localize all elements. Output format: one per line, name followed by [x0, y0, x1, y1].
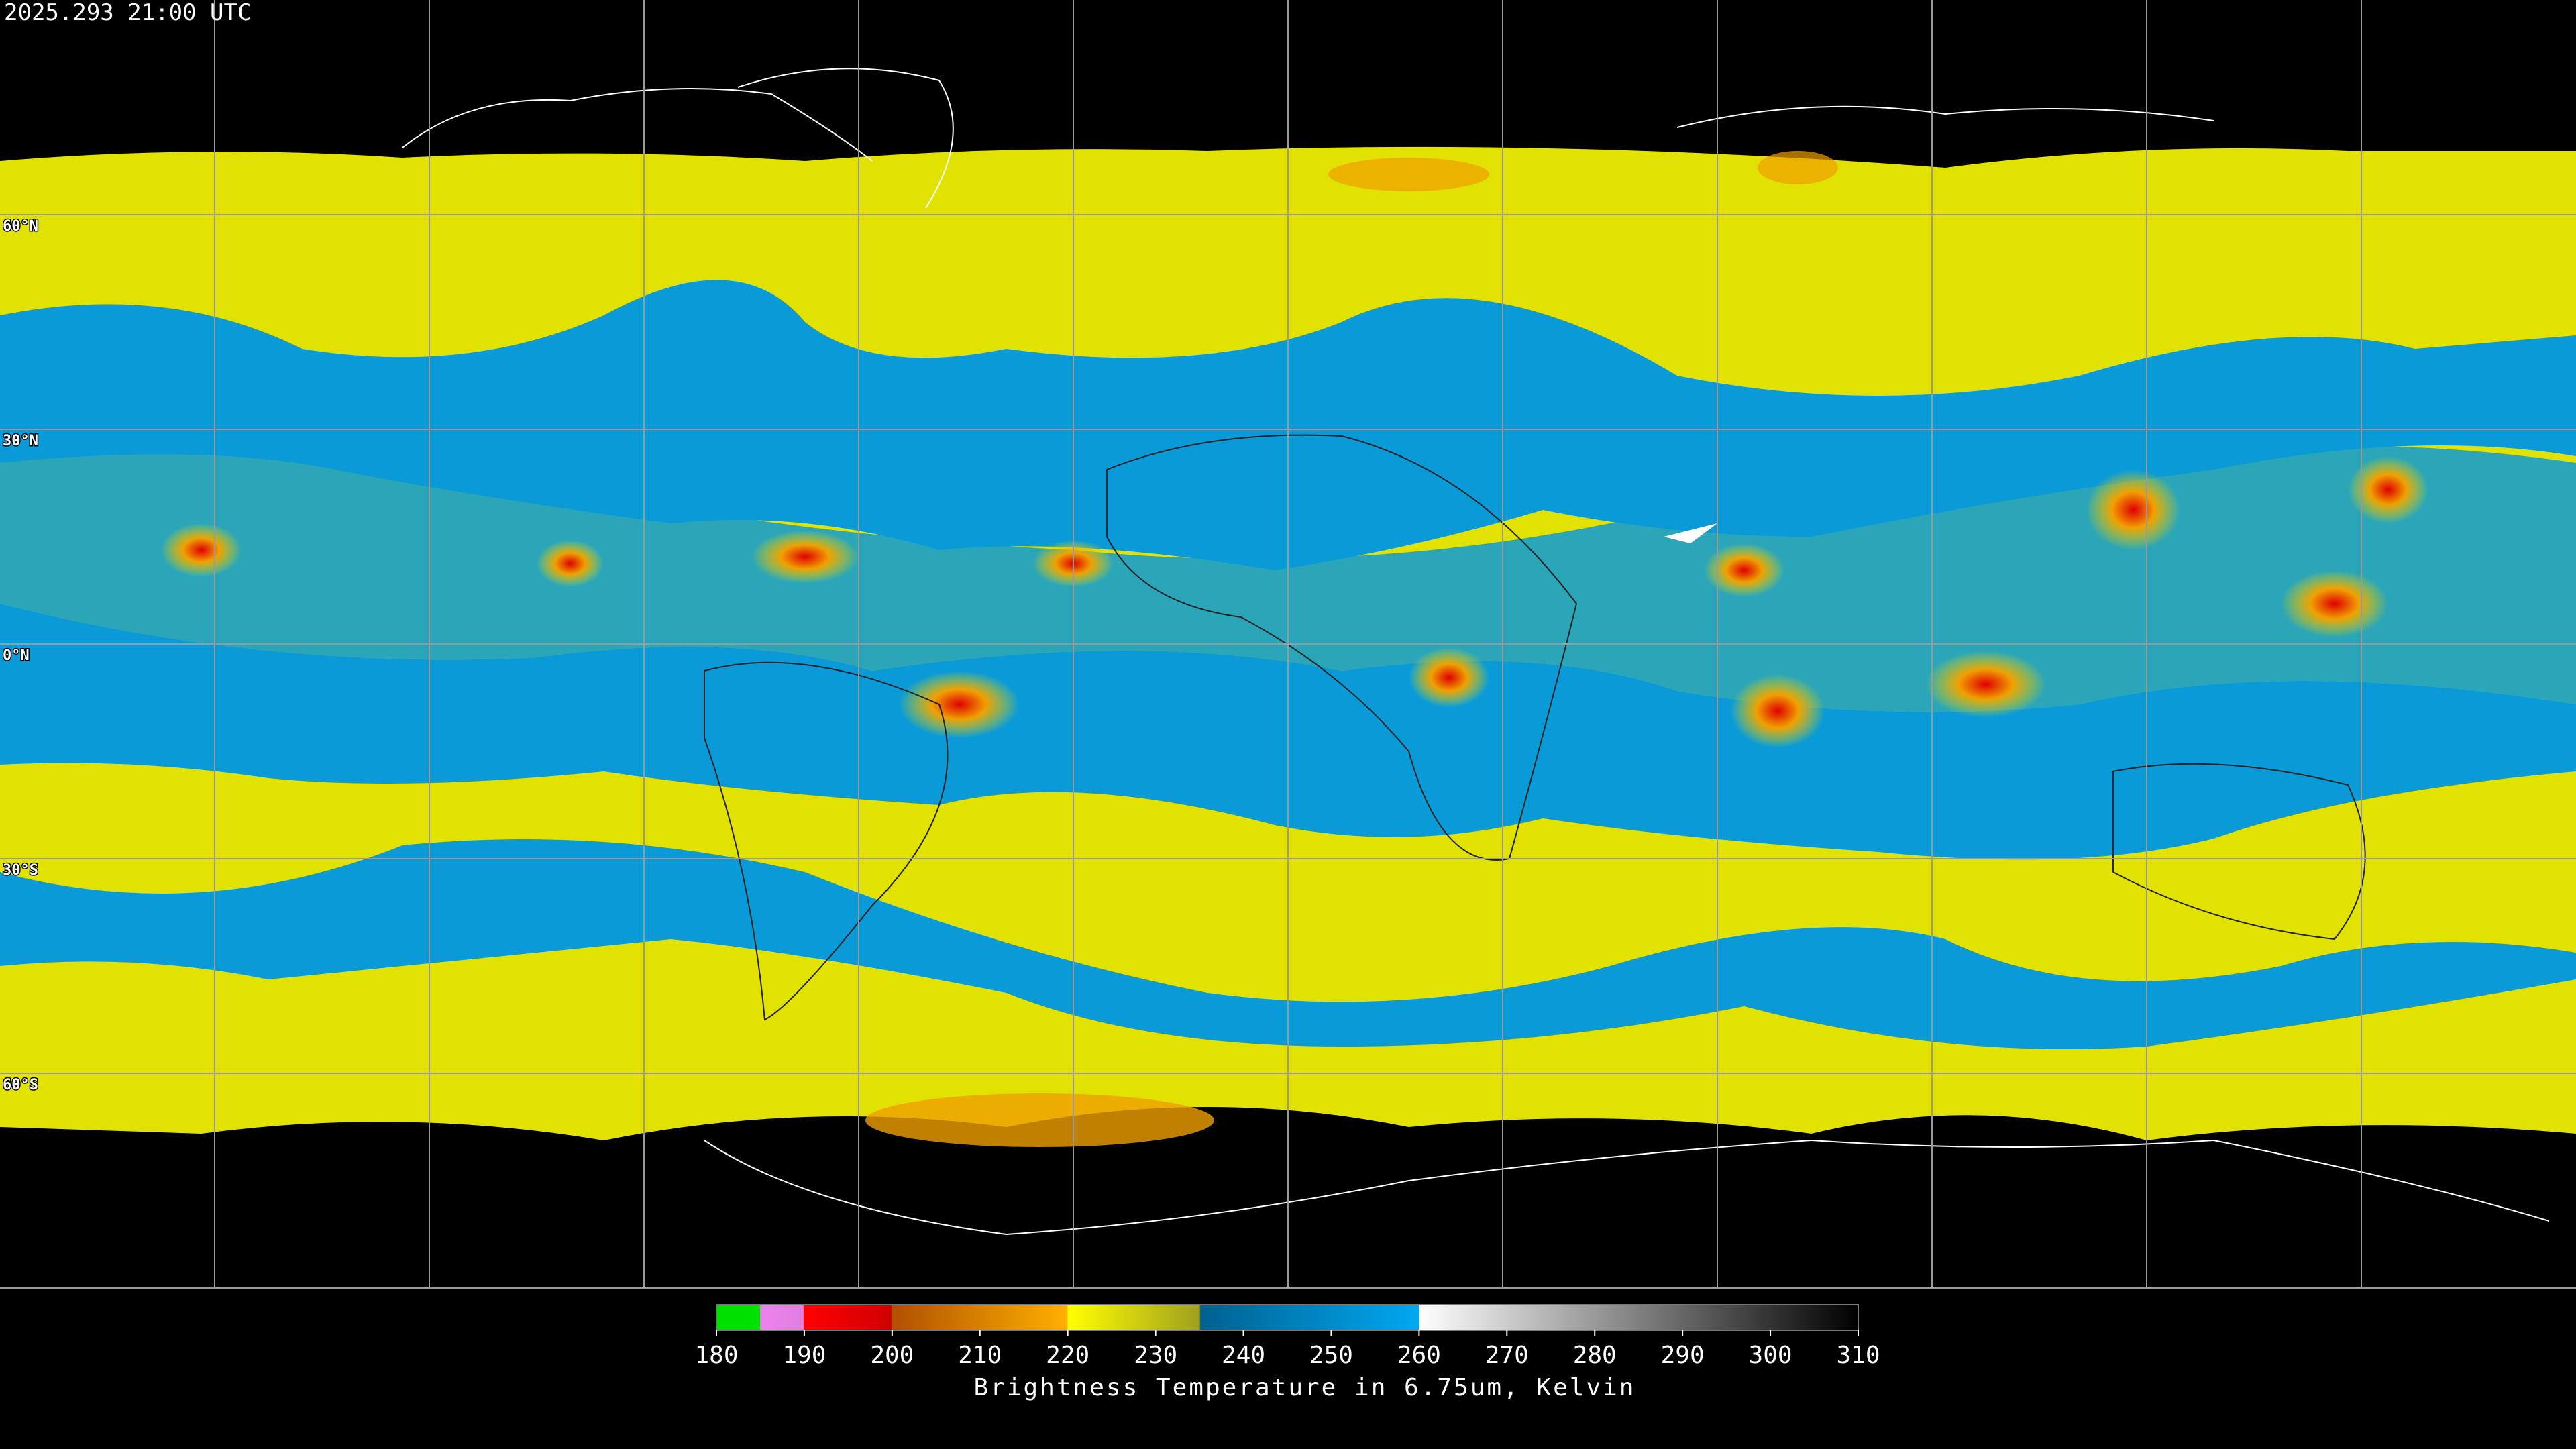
colorbar-tick-label: 260	[1397, 1342, 1441, 1369]
colorbar-tick-label: 300	[1749, 1342, 1792, 1369]
lat-label: 60°S	[3, 1077, 38, 1093]
lat-label: 30°N	[3, 433, 38, 449]
colorbar-tick-label: 250	[1309, 1342, 1353, 1369]
lat-label: 30°S	[3, 862, 38, 879]
colorbar-tick-label: 190	[782, 1342, 826, 1369]
colorbar-tick-label: 270	[1485, 1342, 1529, 1369]
colorbar-tick-label: 310	[1836, 1342, 1880, 1369]
colorbar-tick-label: 280	[1573, 1342, 1617, 1369]
colorbar-ramp	[716, 1304, 1859, 1331]
colorbar-title: Brightness Temperature in 6.75um, Kelvin	[974, 1374, 1636, 1401]
graticule: 60°N 30°N 0°N 30°S 60°S	[0, 0, 2576, 1289]
coastlines	[402, 68, 2550, 1236]
timestamp: 2025.293 21:00 UTC	[4, 0, 251, 26]
colorbar-tick-label: 290	[1661, 1342, 1705, 1369]
colorbar-tick-label: 240	[1222, 1342, 1265, 1369]
lat-label: 60°N	[3, 218, 38, 235]
colorbar-tick-label: 220	[1046, 1342, 1089, 1369]
colorbar-tick-label: 180	[694, 1342, 738, 1369]
colorbar-tick-label: 230	[1134, 1342, 1177, 1369]
lat-label: 0°N	[3, 647, 30, 664]
colorbar: 180 190 200 210 220 230 240 250 260 270 280 290 300 3…	[694, 1304, 1880, 1369]
colorbar-tick-label: 210	[958, 1342, 1002, 1369]
colorbar-tick-label: 200	[870, 1342, 914, 1369]
